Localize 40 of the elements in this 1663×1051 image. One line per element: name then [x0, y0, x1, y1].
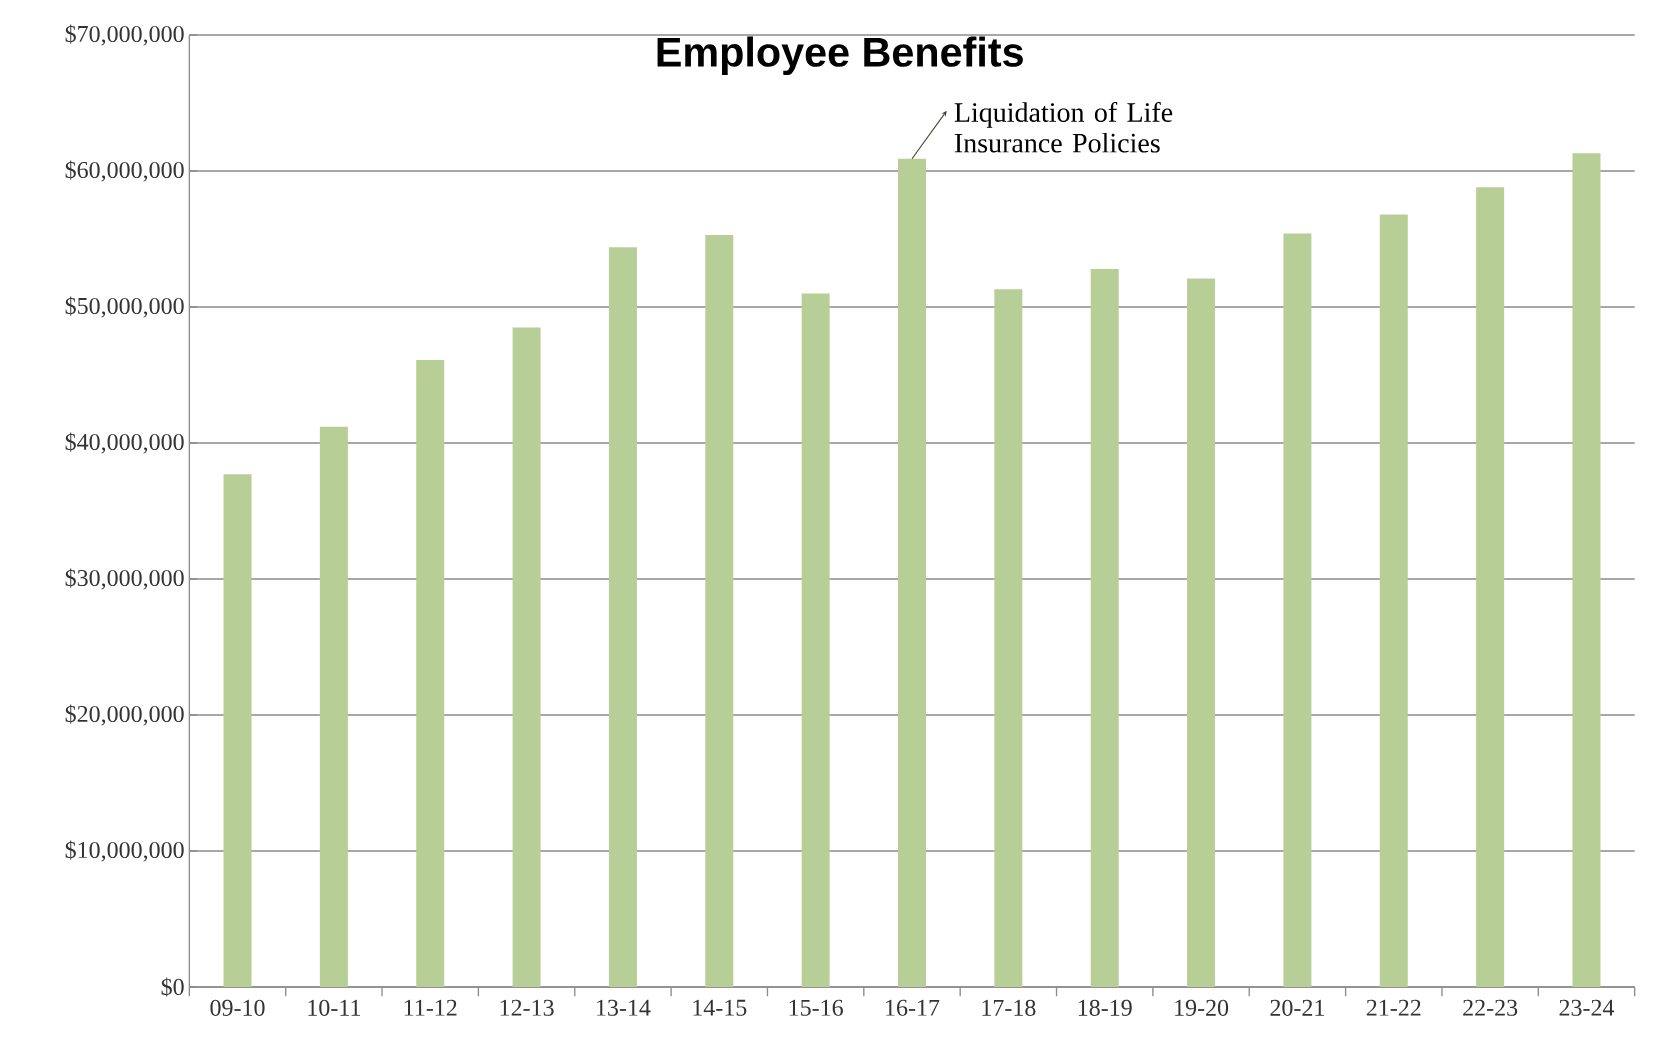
bar: [1187, 278, 1216, 987]
annotation: Liquidation of Life Insurance Policies: [954, 101, 1173, 153]
y-tick-label: $10,000,000: [65, 840, 184, 862]
y-tick-label: $70,000,000: [65, 24, 184, 46]
y-tick-label: $50,000,000: [65, 296, 184, 318]
x-tick-label: 11-12: [404, 999, 457, 1016]
x-tick-label: 20-21: [1270, 999, 1324, 1016]
y-tick-label: $0: [161, 977, 184, 997]
x-tick-label: 17-18: [982, 999, 1036, 1016]
x-tick-label: 16-17: [886, 999, 940, 1016]
bar: [994, 289, 1023, 987]
x-tick-label: 10-11: [308, 999, 360, 1016]
chart-title: Employee Benefits: [657, 36, 1023, 75]
x-tick-label: 21-22: [1366, 999, 1421, 1016]
x-tick-label: 23-24: [1559, 999, 1615, 1016]
x-tick-label: 19-20: [1175, 999, 1229, 1016]
bar: [512, 327, 541, 987]
bar: [223, 474, 252, 987]
bar: [608, 247, 637, 987]
x-tick-label: 18-19: [1078, 999, 1132, 1016]
x-tick-label: 22-23: [1463, 999, 1518, 1016]
bar: [1379, 214, 1408, 987]
y-tick-label: $20,000,000: [65, 704, 184, 726]
bar: [1090, 268, 1119, 987]
y-tick-label: $30,000,000: [65, 568, 184, 590]
x-tick-label: 12-13: [500, 999, 554, 1016]
bar: [319, 426, 348, 987]
bar: [898, 158, 926, 987]
x-tick-label: 09-10: [210, 999, 265, 1016]
bar: [416, 360, 445, 987]
bar: [1283, 233, 1312, 987]
bar: [1572, 153, 1601, 987]
bar: [801, 293, 830, 987]
x-tick-label: 15-16: [789, 999, 843, 1016]
y-tick-label: $60,000,000: [65, 160, 184, 182]
bar: [705, 234, 734, 987]
y-tick-label: $40,000,000: [65, 432, 184, 454]
bar: [1476, 187, 1505, 987]
x-tick-label: 14-15: [693, 999, 747, 1016]
x-tick-label: 13-14: [597, 999, 651, 1016]
